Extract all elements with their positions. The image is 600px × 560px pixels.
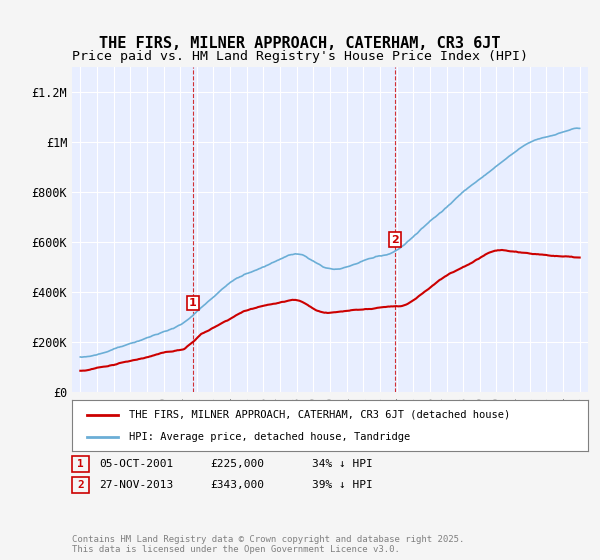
Text: £343,000: £343,000 [210,480,264,490]
Text: THE FIRS, MILNER APPROACH, CATERHAM, CR3 6JT (detached house): THE FIRS, MILNER APPROACH, CATERHAM, CR3… [129,409,510,419]
Text: 2: 2 [391,235,399,245]
Text: 1: 1 [77,459,84,469]
Text: THE FIRS, MILNER APPROACH, CATERHAM, CR3 6JT: THE FIRS, MILNER APPROACH, CATERHAM, CR3… [99,36,501,52]
Text: 27-NOV-2013: 27-NOV-2013 [99,480,173,490]
Text: Contains HM Land Registry data © Crown copyright and database right 2025.
This d: Contains HM Land Registry data © Crown c… [72,535,464,554]
Text: 1: 1 [189,298,197,308]
Text: 34% ↓ HPI: 34% ↓ HPI [312,459,373,469]
Text: £225,000: £225,000 [210,459,264,469]
Text: 39% ↓ HPI: 39% ↓ HPI [312,480,373,490]
Text: HPI: Average price, detached house, Tandridge: HPI: Average price, detached house, Tand… [129,432,410,442]
Text: 2: 2 [77,480,84,490]
Text: 05-OCT-2001: 05-OCT-2001 [99,459,173,469]
Text: Price paid vs. HM Land Registry's House Price Index (HPI): Price paid vs. HM Land Registry's House … [72,50,528,63]
